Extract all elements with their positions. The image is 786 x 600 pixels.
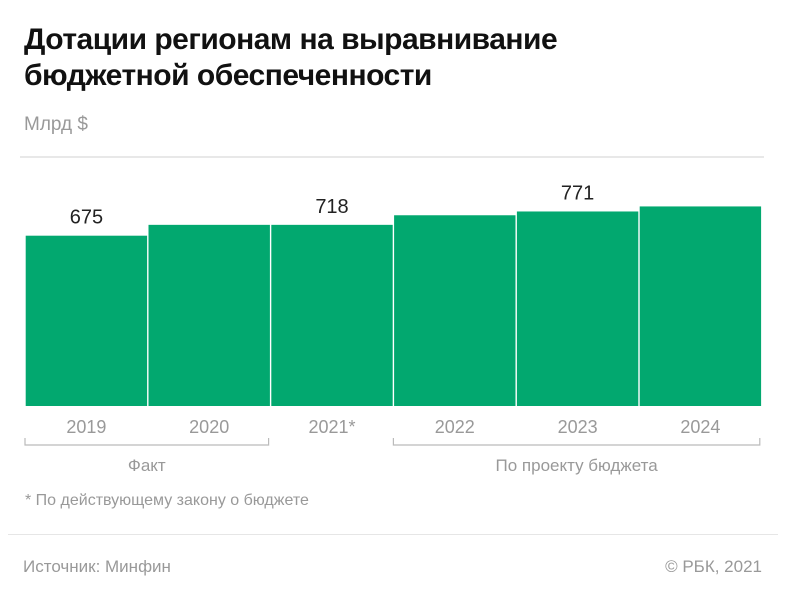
x-tick-label: 2020 <box>189 417 229 437</box>
source: Источник: Минфин <box>23 557 171 576</box>
x-tick-label: 2019 <box>66 417 106 437</box>
bar-2023 <box>516 211 639 406</box>
group-bracket <box>24 438 270 446</box>
bar-2020 <box>148 224 270 406</box>
copyright: © РБК, 2021 <box>665 557 762 576</box>
bar-2022 <box>394 215 516 406</box>
x-tick-label: 2021* <box>308 417 355 437</box>
bar-2021* <box>271 224 393 406</box>
divider <box>8 534 778 535</box>
unit-label: Млрд $ <box>24 114 88 135</box>
x-tick-label: 2024 <box>680 417 720 437</box>
bar-2024 <box>639 206 762 406</box>
group-label: Факт <box>128 456 166 475</box>
x-tick-label: 2022 <box>435 417 475 437</box>
data-label: 771 <box>561 182 594 204</box>
footnote: * По действующему закону о бюджете <box>25 492 309 509</box>
data-label: 718 <box>315 196 348 218</box>
x-tick-label: 2023 <box>558 417 598 437</box>
data-label: 675 <box>70 207 103 229</box>
group-bracket <box>392 438 761 446</box>
bar-2019 <box>25 235 148 406</box>
chart-title: Дотации регионам на выравнивание бюджетн… <box>24 23 558 92</box>
group-label: По проекту бюджета <box>496 456 659 475</box>
